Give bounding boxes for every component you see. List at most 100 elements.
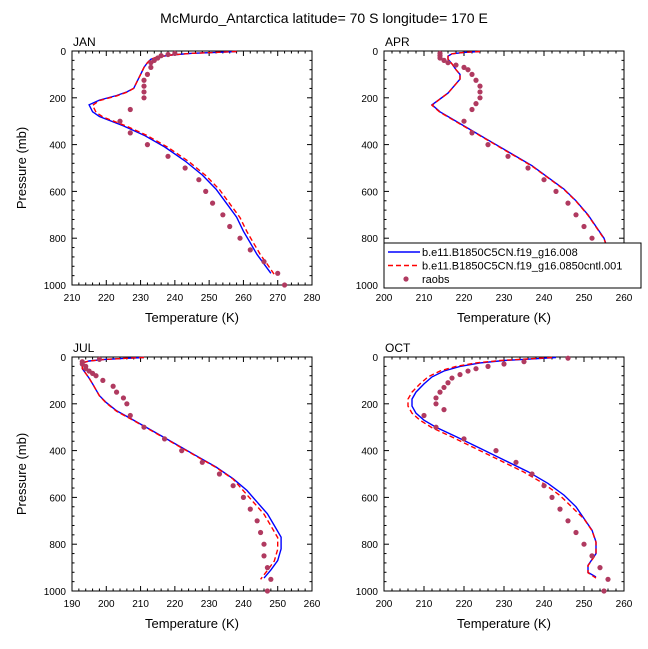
panel-jul: 190 200 210 220 230 240 250 260 0 200 400 600 800 100… [14, 341, 321, 631]
legend-box [383, 242, 642, 289]
raobs-point [573, 529, 579, 536]
raobs-point [220, 212, 226, 218]
raobs-point [477, 89, 483, 95]
series-line-2 [91, 50, 275, 275]
raobs-point [127, 412, 133, 419]
y-tick-label: 0 [372, 353, 378, 364]
x-tick-label: 200 [376, 599, 393, 610]
legend-label: b.e11.B1850C5CN.f19_g16.0850cntl.001 [422, 261, 622, 273]
x-tick-label: 250 [269, 599, 286, 610]
y-tick-label: 200 [49, 400, 66, 411]
raobs-point [449, 375, 455, 381]
raobs-point [113, 389, 120, 395]
series-line-1 [81, 356, 282, 579]
raobs-point [179, 448, 185, 454]
raobs-point [441, 57, 447, 63]
raobs-point [465, 67, 471, 73]
raobs-point [203, 188, 209, 194]
raobs-point [441, 407, 447, 413]
raobs-point [127, 130, 133, 136]
raobs-point [127, 106, 133, 113]
raobs-point [493, 448, 499, 454]
raobs-point [264, 588, 271, 594]
raobs-point [141, 424, 147, 430]
series-line-2 [430, 50, 609, 275]
y-tick-label: 400 [361, 141, 378, 152]
raobs-point [141, 89, 147, 95]
x-tick-label: 250 [201, 293, 218, 304]
x-axis-label: Temperature (K) [457, 310, 551, 325]
y-tick-label: 400 [361, 447, 378, 458]
raobs-point [281, 282, 288, 288]
panel-title: JAN [73, 35, 96, 49]
raobs-point [230, 483, 236, 489]
y-axis-label: Pressure (mb) [14, 433, 29, 515]
raobs-point [268, 576, 274, 582]
raobs-point [445, 60, 451, 66]
y-tick-label: 400 [49, 141, 66, 152]
panel-title: APR [385, 35, 410, 49]
y-tick-label: 600 [361, 187, 378, 198]
x-tick-label: 280 [304, 293, 321, 304]
raobs-point [469, 71, 475, 77]
raobs-point [117, 118, 123, 124]
raobs-point [541, 177, 547, 183]
raobs-point [120, 395, 127, 401]
x-tick-label: 210 [132, 599, 149, 610]
raobs-point [144, 71, 151, 77]
x-tick-label: 230 [496, 599, 513, 610]
raobs-point [148, 60, 154, 66]
raobs-point [165, 51, 171, 58]
raobs-point [465, 368, 471, 374]
raobs-point [565, 355, 571, 361]
x-tick-label: 260 [304, 599, 321, 610]
raobs-point [597, 565, 603, 571]
y-tick-label: 1000 [44, 281, 67, 292]
raobs-point [237, 235, 243, 241]
raobs-point [172, 50, 178, 56]
y-tick-label: 800 [49, 234, 66, 245]
panel-title: JUL [73, 341, 95, 355]
raobs-point [227, 223, 233, 230]
raobs-point [453, 62, 459, 68]
y-tick-label: 800 [361, 234, 378, 245]
y-tick-label: 200 [49, 94, 66, 105]
y-tick-label: 600 [361, 493, 378, 504]
raobs-point [161, 436, 168, 442]
raobs-point [581, 541, 587, 547]
raobs-point [529, 471, 535, 477]
raobs-point [275, 270, 281, 276]
raobs-point [461, 64, 467, 70]
raobs-point [421, 412, 427, 419]
series-line-1 [430, 50, 609, 274]
y-tick-label: 200 [361, 400, 378, 411]
raobs-point [445, 380, 451, 386]
x-tick-label: 220 [456, 293, 473, 304]
raobs-point [433, 401, 439, 407]
raobs-point [461, 118, 467, 124]
raobs-point [96, 356, 103, 362]
y-tick-label: 800 [361, 540, 378, 551]
raobs-point [261, 541, 267, 547]
x-axis-label: Temperature (K) [145, 616, 239, 631]
y-tick-label: 600 [49, 187, 66, 198]
y-tick-label: 1000 [356, 587, 379, 598]
x-tick-label: 190 [64, 599, 81, 610]
raobs-point [573, 212, 579, 218]
raobs-point [216, 471, 223, 477]
raobs-point [264, 565, 271, 571]
legend-label: b.e11.B1850C5CN.f19_g16.008 [422, 247, 578, 259]
raobs-point [261, 553, 267, 559]
raobs-point [93, 373, 99, 379]
y-tick-label: 400 [49, 447, 66, 458]
y-axis-label: Pressure (mb) [14, 127, 29, 209]
raobs-point [141, 77, 147, 83]
x-tick-label: 210 [416, 599, 433, 610]
raobs-point [605, 576, 611, 582]
x-tick-label: 230 [132, 293, 149, 304]
raobs-point [525, 165, 531, 171]
raobs-point [513, 459, 519, 465]
x-axis-label: Temperature (K) [457, 616, 551, 631]
raobs-point [473, 77, 479, 83]
